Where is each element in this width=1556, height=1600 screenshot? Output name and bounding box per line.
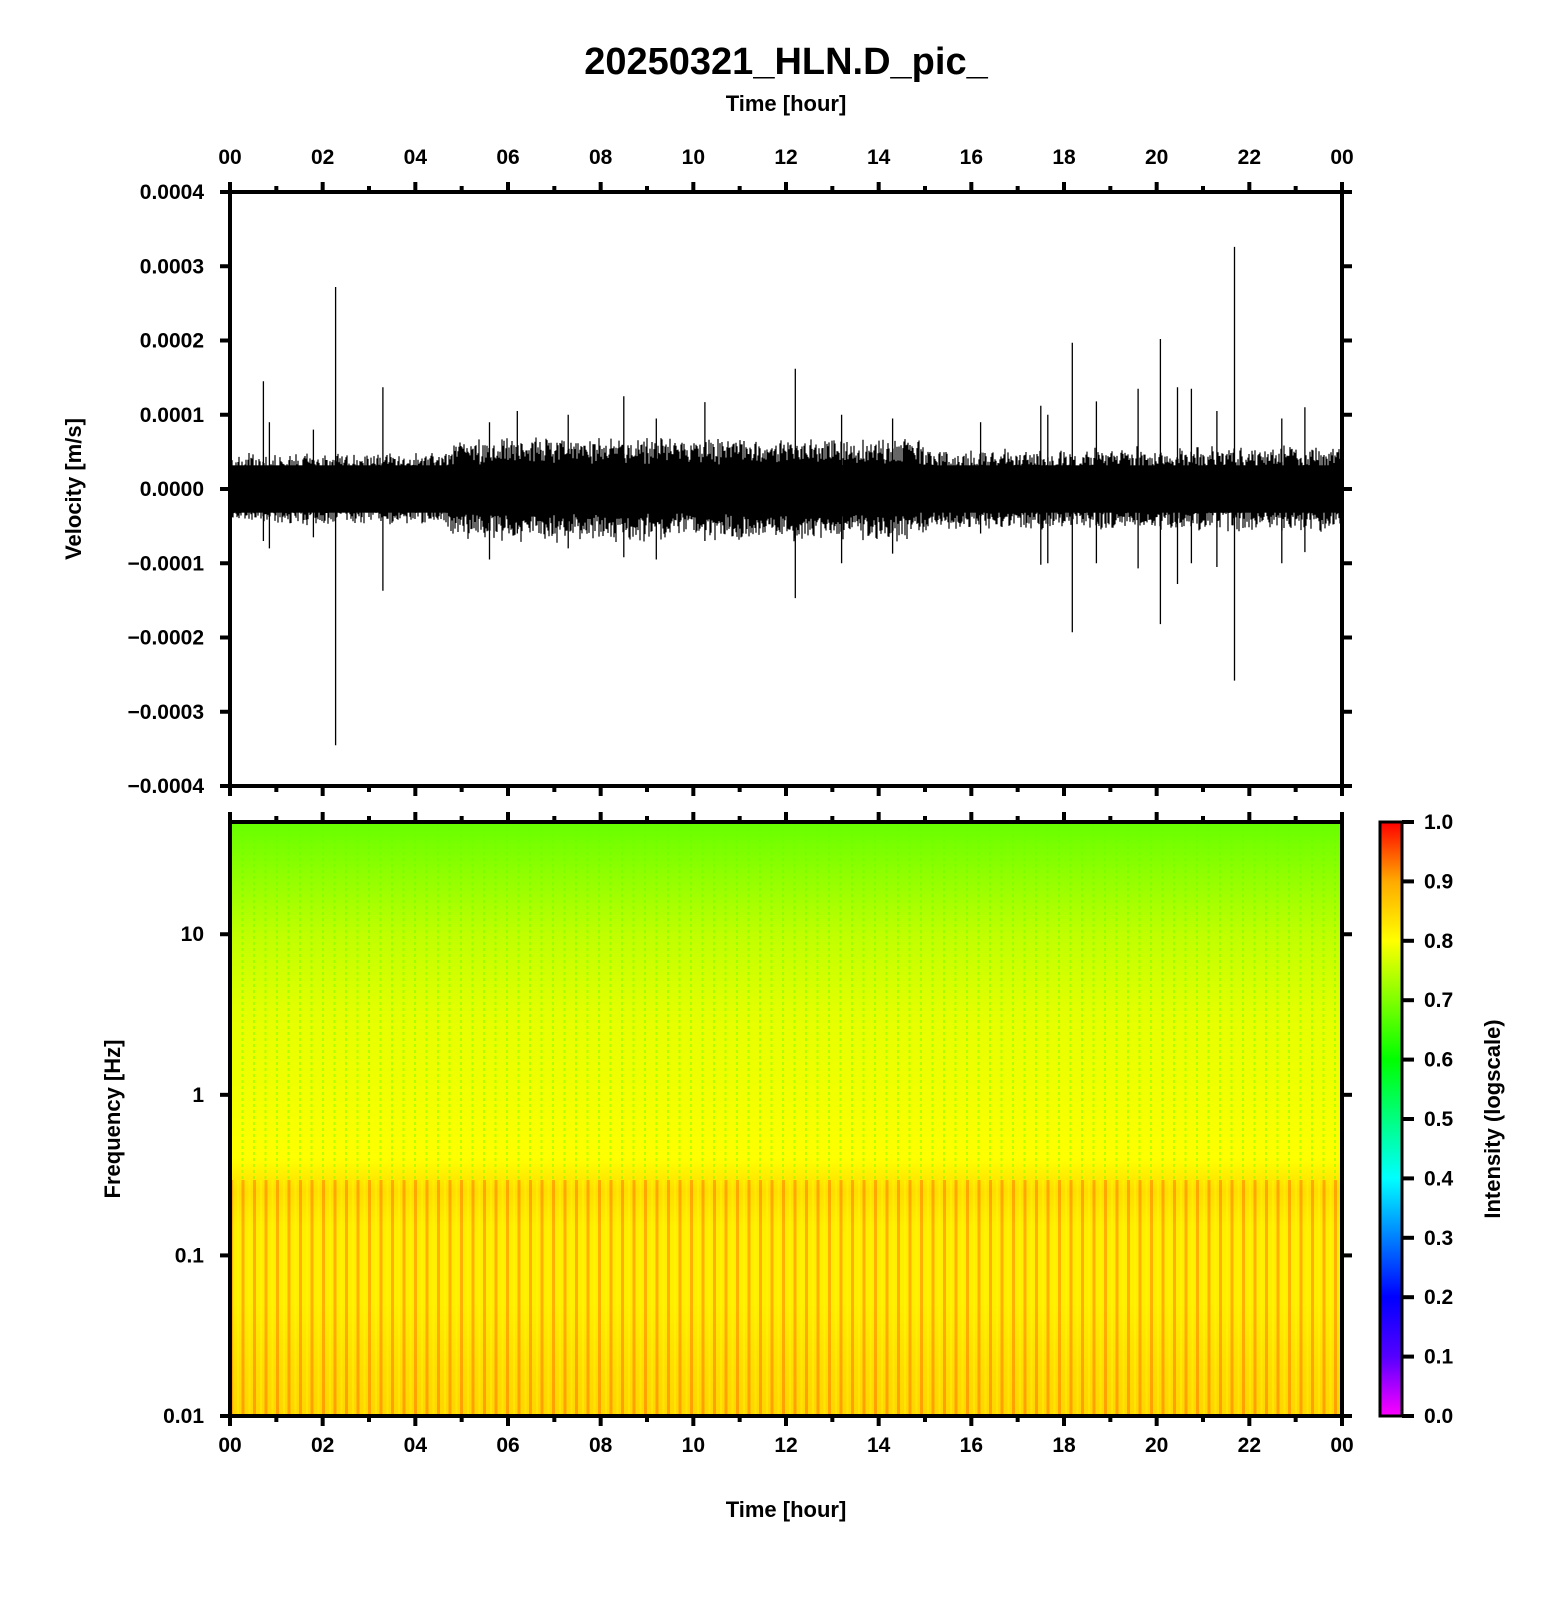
- waveform-x-tick-label-top-7: 14: [867, 146, 891, 169]
- spectrogram-y-tick-label-0: 10: [181, 923, 204, 946]
- spectrogram-panel: 00 02 04 06 08 10 12 14 16 18 20 22 00 10 1 0.1 0.01 Fr…: [100, 812, 1354, 1522]
- colorbar-tick-label-9: 0.1: [1424, 1346, 1454, 1369]
- colorbar-tick-label-7: 0.3: [1424, 1227, 1453, 1250]
- colorbar-label: Intensity (logscale): [1480, 1019, 1505, 1218]
- chart-title: 20250321_HLN.D_pic_: [584, 41, 988, 83]
- spectrogram-x-tick-label-bottom-12: 00: [1330, 1434, 1353, 1457]
- colorbar-ticks: 1.0 0.9 0.8 0.7 0.6 0.5 0.4 0.3 0.2 0.1 0.0: [1402, 811, 1454, 1428]
- spectrogram-y-axis-label: Frequency [Hz]: [100, 1040, 125, 1199]
- spectrogram-x-tick-label-bottom-4: 08: [589, 1434, 613, 1457]
- waveform-y-tick-label-6: −0.0002: [128, 627, 205, 650]
- spectrogram-x-tick-label-bottom-6: 12: [774, 1434, 797, 1457]
- waveform-y-tick-label-2: 0.0002: [140, 330, 204, 353]
- waveform-y-ticks: 0.0004 0.0003 0.0002 0.0001 0.0000 −0.0001 −0.…: [128, 181, 1352, 798]
- colorbar-tick-label-2: 0.8: [1424, 930, 1454, 953]
- spectrogram-x-tick-label-bottom-11: 22: [1238, 1434, 1261, 1457]
- waveform-y-axis-label: Velocity [m/s]: [61, 418, 86, 560]
- waveform-x-tick-label-top-6: 12: [774, 146, 797, 169]
- waveform-noise-band: [230, 437, 1342, 543]
- spectrogram-x-tick-label-bottom-7: 14: [867, 1434, 891, 1457]
- waveform-y-tick-label-1: 0.0003: [140, 255, 204, 278]
- colorbar-gradient: [1378, 820, 1404, 1418]
- bottom-x-axis-label: Time [hour]: [726, 1497, 847, 1522]
- spectrogram-x-tick-label-bottom-8: 16: [960, 1434, 983, 1457]
- colorbar-tick-label-1: 0.9: [1424, 870, 1453, 893]
- waveform-y-tick-label-7: −0.0003: [128, 701, 205, 724]
- waveform-x-tick-label-top-11: 22: [1238, 146, 1261, 169]
- waveform-trace: [230, 437, 1342, 543]
- waveform-y-tick-label-8: −0.0004: [128, 775, 205, 798]
- spectrogram-x-tick-label-bottom-2: 04: [404, 1434, 428, 1457]
- waveform-top-x-ticks: 00 02 04 06 08 10 12 14 16 18 20 22 00: [218, 146, 1354, 796]
- waveform-x-tick-label-top-1: 02: [311, 146, 334, 169]
- spectrogram-y-tick-label-2: 0.1: [175, 1244, 205, 1267]
- colorbar-tick-label-8: 0.2: [1424, 1286, 1453, 1309]
- waveform-y-tick-label-5: −0.0001: [128, 552, 205, 575]
- spectrogram-x-ticks: 00 02 04 06 08 10 12 14 16 18 20 22 00: [218, 812, 1354, 1457]
- colorbar-tick-label-10: 0.0: [1424, 1405, 1453, 1428]
- waveform-x-tick-label-top-4: 08: [589, 146, 613, 169]
- waveform-x-tick-label-top-0: 00: [218, 146, 241, 169]
- colorbar-tick-label-4: 0.6: [1424, 1049, 1453, 1072]
- spectrogram-stripes-high: [230, 822, 1342, 1180]
- spectrogram-x-tick-label-bottom-5: 10: [682, 1434, 705, 1457]
- spectrogram-x-tick-label-bottom-3: 06: [496, 1434, 519, 1457]
- colorbar-tick-label-3: 0.7: [1424, 989, 1453, 1012]
- colorbar: 1.0 0.9 0.8 0.7 0.6 0.5 0.4 0.3 0.2 0.1 0.0 Intens…: [1378, 811, 1505, 1428]
- spectrogram-y-tick-label-3: 0.01: [163, 1405, 204, 1428]
- waveform-x-tick-label-top-3: 06: [496, 146, 519, 169]
- waveform-x-tick-label-top-10: 20: [1145, 146, 1168, 169]
- waveform-spikes: [262, 246, 1306, 746]
- waveform-x-tick-label-top-5: 10: [682, 146, 705, 169]
- spectrogram-x-tick-label-bottom-1: 02: [311, 1434, 334, 1457]
- waveform-y-tick-label-0: 0.0004: [140, 181, 205, 204]
- waveform-x-tick-label-top-12: 00: [1330, 146, 1353, 169]
- spectrogram-x-tick-label-bottom-9: 18: [1052, 1434, 1076, 1457]
- waveform-x-tick-label-top-9: 18: [1052, 146, 1076, 169]
- waveform-panel: 00 02 04 06 08 10 12 14 16 18 20 22 00 0.00040.00030…: [61, 146, 1354, 798]
- spectrogram-x-tick-label-bottom-0: 00: [218, 1434, 241, 1457]
- top-x-axis-label: Time [hour]: [726, 91, 847, 116]
- spectrogram-y-tick-label-1: 1: [192, 1084, 204, 1107]
- waveform-x-tick-label-top-8: 16: [960, 146, 983, 169]
- colorbar-tick-label-0: 1.0: [1424, 811, 1453, 834]
- colorbar-tick-label-5: 0.5: [1424, 1108, 1454, 1131]
- spectrogram-x-tick-label-bottom-10: 20: [1145, 1434, 1168, 1457]
- spectrogram-stripes-low: [230, 1180, 1342, 1416]
- waveform-y-tick-label-3: 0.0001: [140, 404, 205, 427]
- waveform-x-tick-label-top-2: 04: [404, 146, 428, 169]
- spectrogram-y-ticks: 10 1 0.1 0.01: [163, 923, 1352, 1428]
- colorbar-tick-label-6: 0.4: [1424, 1167, 1454, 1190]
- waveform-y-tick-label-4: 0.0000: [140, 478, 204, 501]
